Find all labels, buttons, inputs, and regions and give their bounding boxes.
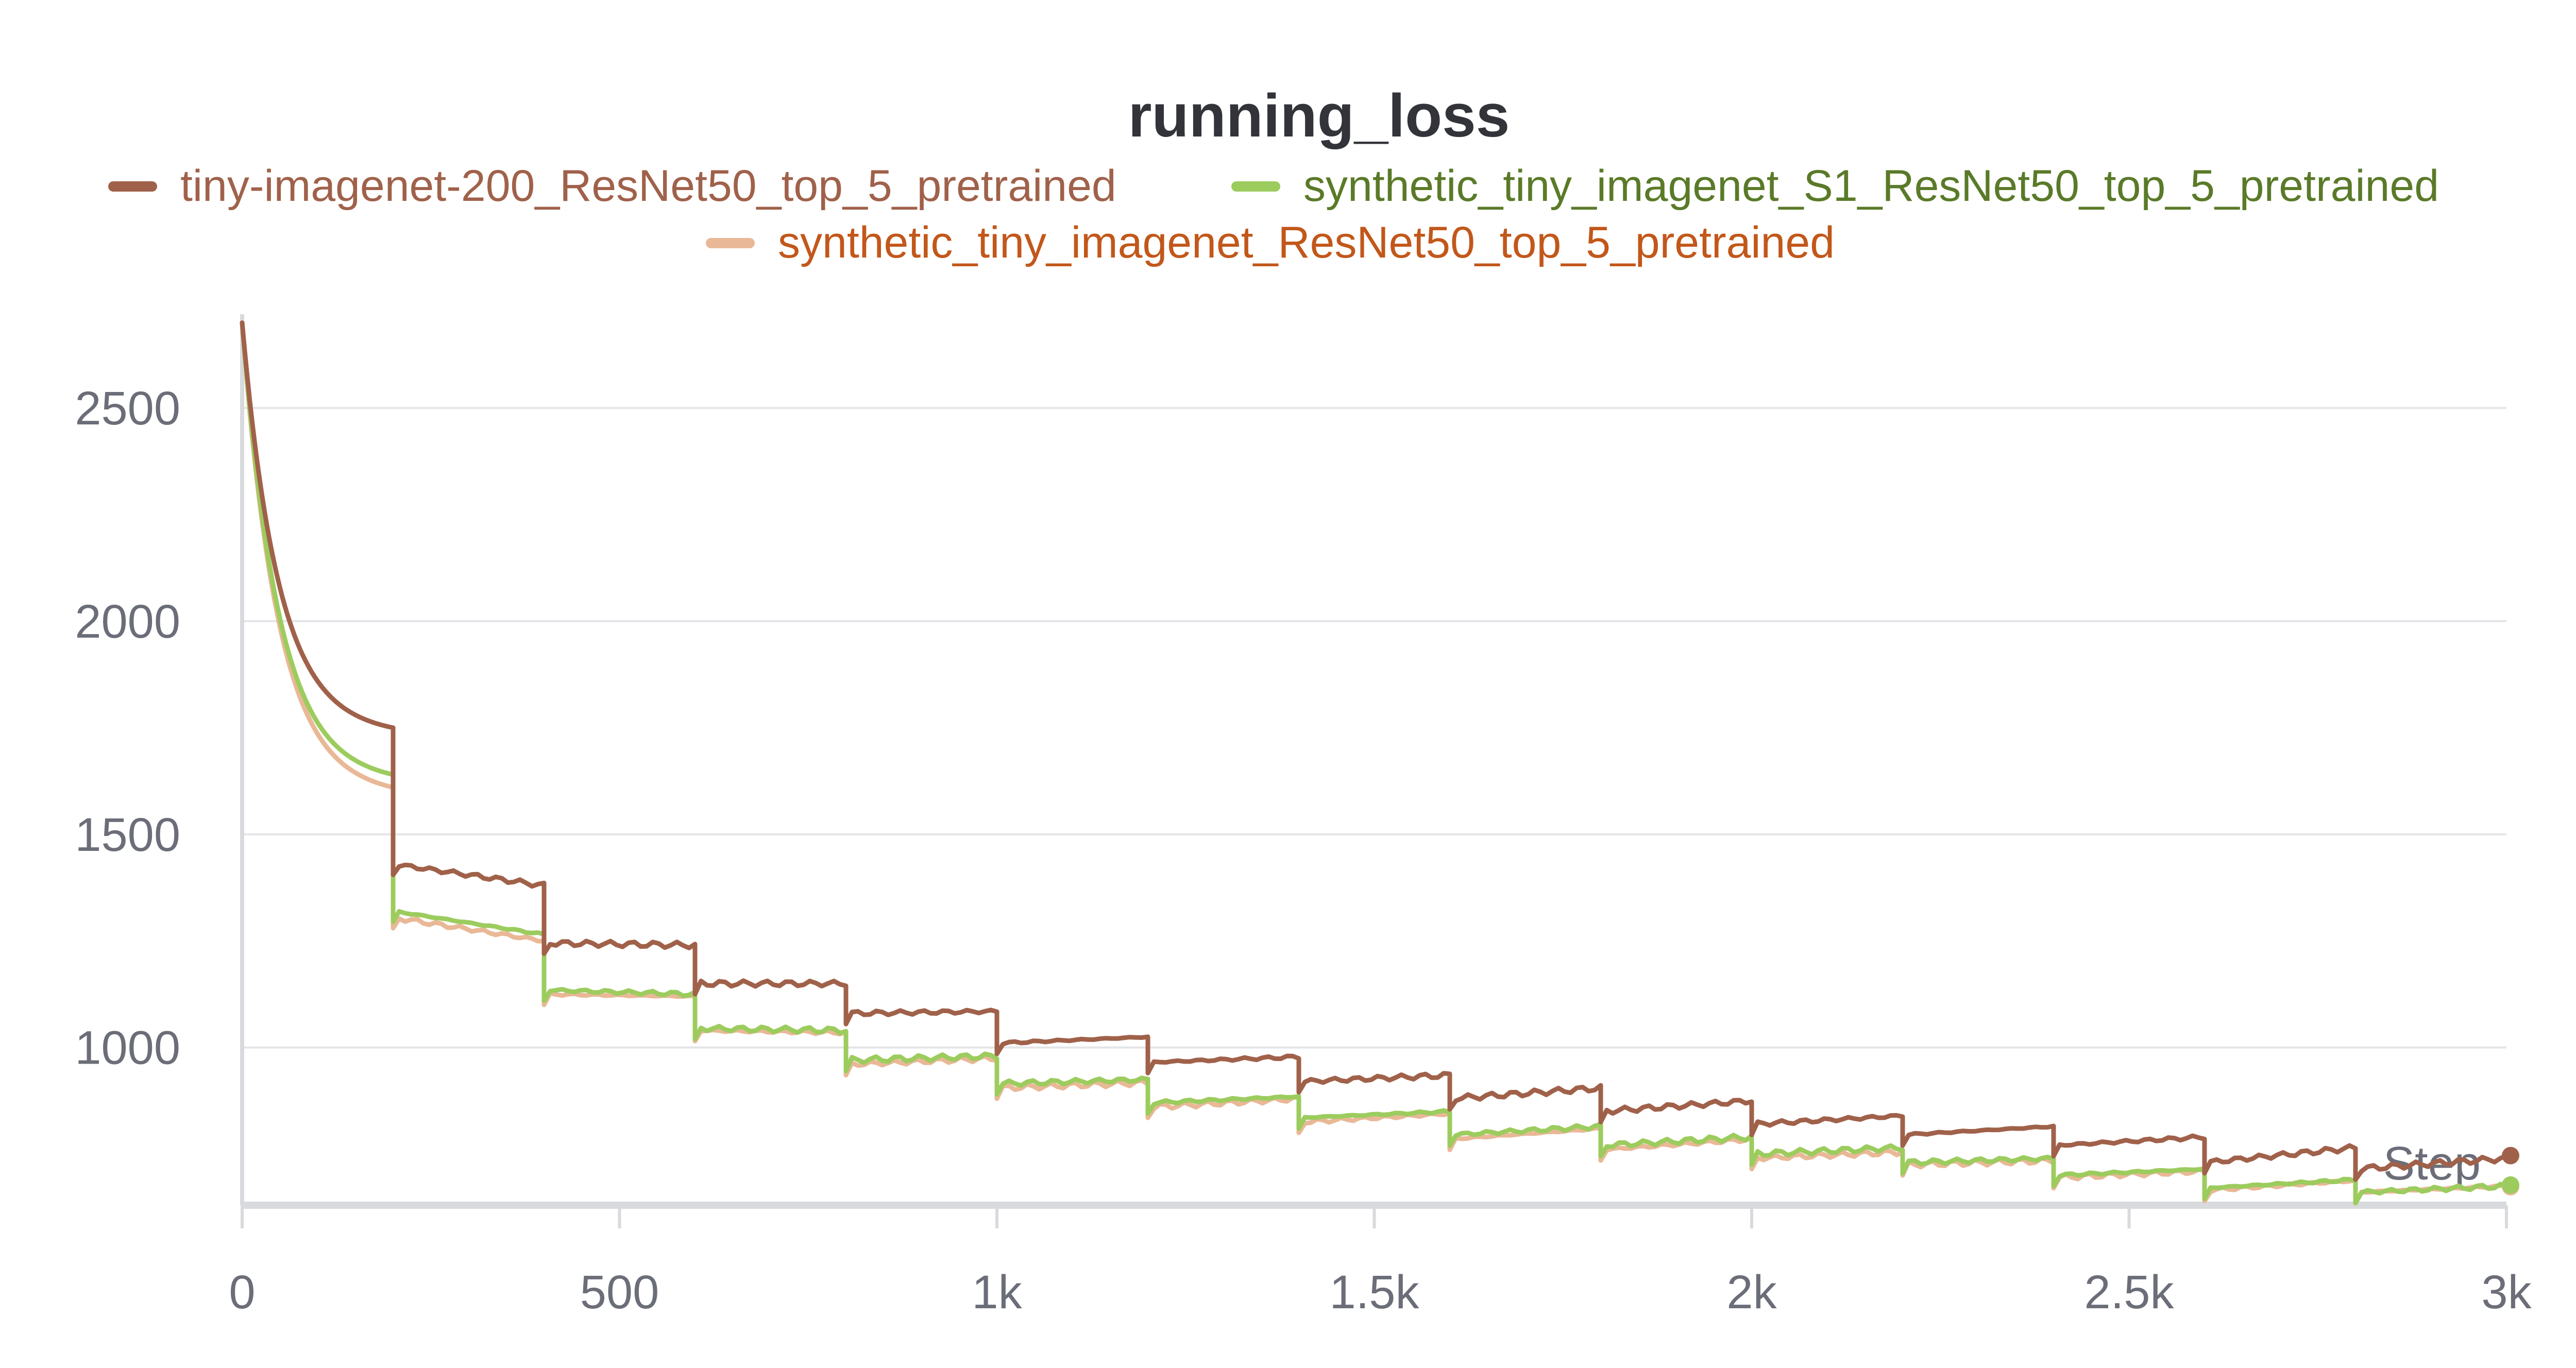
grid: 1000 1500 2000 2500	[75, 382, 2506, 1074]
y-tick-label-3: 2500	[75, 382, 180, 435]
legend-label-0: tiny-imagenet-200_ResNet50_top_5_pretrai…	[180, 161, 1116, 211]
series-end-markers	[2502, 1147, 2519, 1196]
series-line-0	[240, 320, 2509, 1182]
series-line-1	[240, 320, 2509, 1206]
series-end-marker-1	[2502, 1176, 2519, 1194]
x-tick-label-0: 0	[229, 1266, 255, 1319]
series-line-2	[240, 320, 2509, 1206]
x-tick-label-1: 500	[580, 1266, 659, 1319]
x-tick-label-6: 3k	[2481, 1266, 2532, 1319]
series-lines	[240, 320, 2509, 1206]
series-end-marker-0	[2502, 1147, 2519, 1165]
y-tick-label-2: 2000	[75, 595, 180, 648]
x-tick-label-4: 2k	[1726, 1266, 1777, 1319]
x-tick-label-5: 2.5k	[2084, 1266, 2175, 1319]
x-tick-label-2: 1k	[972, 1266, 1022, 1319]
y-tick-label-1: 1500	[75, 809, 180, 861]
legend: tiny-imagenet-200_ResNet50_top_5_pretrai…	[108, 161, 2439, 267]
legend-label-2: synthetic_tiny_imagenet_ResNet50_top_5_p…	[778, 218, 1835, 267]
chart-title: running_loss	[1128, 82, 1510, 150]
legend-label-1: synthetic_tiny_imagenet_S1_ResNet50_top_…	[1303, 161, 2439, 211]
x-tick-label-3: 1.5k	[1330, 1266, 1420, 1319]
y-tick-label-0: 1000	[75, 1022, 180, 1074]
